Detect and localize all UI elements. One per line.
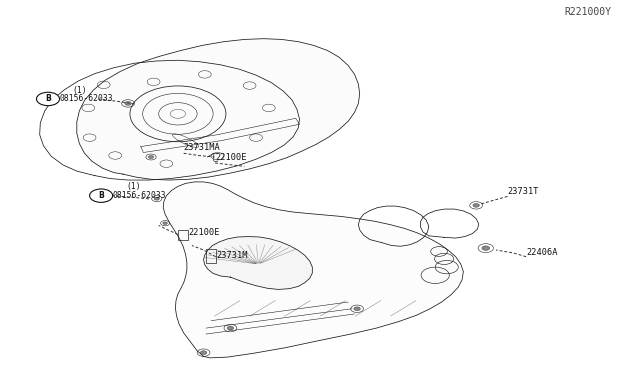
Ellipse shape — [163, 222, 168, 224]
Bar — [206, 249, 216, 263]
Text: 22100E: 22100E — [215, 153, 246, 162]
Ellipse shape — [227, 326, 234, 330]
Text: (1): (1) — [126, 182, 141, 191]
Ellipse shape — [148, 155, 154, 158]
Ellipse shape — [125, 102, 131, 105]
Ellipse shape — [200, 351, 207, 355]
Bar — [178, 230, 188, 240]
Text: 23731T: 23731T — [508, 187, 539, 196]
Text: B: B — [99, 191, 104, 200]
Polygon shape — [163, 182, 463, 358]
Text: 22100E: 22100E — [189, 228, 220, 237]
Ellipse shape — [482, 246, 490, 250]
Ellipse shape — [36, 92, 60, 106]
Text: 23731M: 23731M — [216, 251, 248, 260]
Text: 23731MA: 23731MA — [184, 143, 220, 152]
Ellipse shape — [354, 307, 360, 311]
Polygon shape — [77, 39, 360, 180]
Text: (1): (1) — [72, 86, 87, 94]
Text: R221000Y: R221000Y — [564, 7, 611, 17]
Ellipse shape — [473, 203, 479, 207]
Ellipse shape — [90, 189, 113, 202]
Text: 08156-62033: 08156-62033 — [113, 191, 166, 200]
Text: 08156-62033: 08156-62033 — [60, 94, 113, 103]
Text: 22406A: 22406A — [526, 248, 557, 257]
Text: B: B — [45, 94, 51, 103]
Ellipse shape — [154, 197, 159, 200]
Polygon shape — [204, 237, 312, 289]
